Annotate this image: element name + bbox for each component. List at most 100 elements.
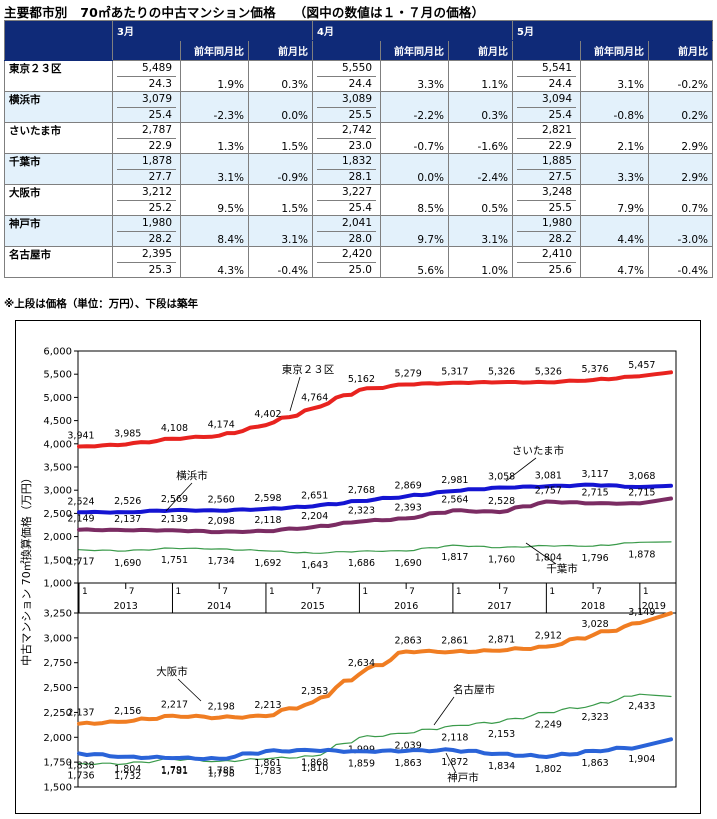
data-label: 1,810 <box>301 763 328 774</box>
data-label: 2,249 <box>535 720 562 731</box>
mom-value: 3.1% <box>248 215 313 247</box>
data-label: 4,402 <box>254 409 281 420</box>
price-age-cell: 1,878 27.7 <box>112 153 181 185</box>
series-line <box>78 541 672 554</box>
age-value: 25.5 <box>348 108 372 121</box>
price-age-cell: 3,089 25.5 <box>312 91 381 123</box>
price-value: 3,248 <box>517 185 576 201</box>
yoy-value: 8.5% <box>380 184 449 216</box>
age-value: 24.4 <box>348 77 372 90</box>
yoy-value: 5.6% <box>380 246 449 278</box>
data-label: 2,198 <box>208 702 235 713</box>
x-tick-label: 7 <box>409 587 415 597</box>
price-value: 2,787 <box>117 123 176 139</box>
price-age-cell: 2,787 22.9 <box>112 122 181 154</box>
price-value: 3,089 <box>317 92 376 108</box>
page-title: 主要都市別 70㎡あたりの中古マンション価格 （図中の数値は１・７月の価格） <box>4 2 484 21</box>
x-year-label: 2013 <box>114 601 138 612</box>
data-label: 1,692 <box>254 558 281 569</box>
city-name: さいたま市 <box>4 122 113 154</box>
mom-value: 0.3% <box>248 60 313 92</box>
data-label: 2,039 <box>395 740 422 751</box>
data-label: 2,217 <box>161 700 188 711</box>
yoy-value: 1.3% <box>180 122 249 154</box>
data-label: 1,751 <box>161 555 188 566</box>
data-label: 2,433 <box>628 701 655 712</box>
price-value: 1,980 <box>117 216 176 232</box>
data-label: 1,817 <box>441 552 468 563</box>
data-label: 2,863 <box>395 635 422 646</box>
price-age-cell: 3,212 25.2 <box>112 184 181 216</box>
age-value: 25.4 <box>548 108 572 121</box>
data-label: 1,760 <box>488 555 515 566</box>
yoy-value: 8.4% <box>180 215 249 247</box>
data-label: 2,560 <box>208 495 235 506</box>
yoy-value: 4.3% <box>180 246 249 278</box>
table-row: 千葉市 1,878 27.7 3.1% -0.9% 1,832 28.1 0.0% -2.4% 1… <box>4 153 713 185</box>
yoy-header: 前年同月比 <box>580 40 649 61</box>
series-name-label: 大阪市 <box>156 665 188 678</box>
data-label: 2,156 <box>114 706 141 717</box>
x-tick-label: 1 <box>82 587 88 597</box>
age-value: 25.3 <box>148 263 172 276</box>
series-name-label: 神戸市 <box>447 771 479 784</box>
city-name: 横浜市 <box>4 91 113 123</box>
city-name: 大阪市 <box>4 184 113 216</box>
data-label: 5,457 <box>628 360 655 371</box>
price-value: 5,550 <box>317 61 376 77</box>
series-name-label: さいたま市 <box>512 444 564 457</box>
data-label: 2,153 <box>488 729 515 740</box>
leader-line <box>525 542 557 565</box>
price-value: 2,821 <box>517 123 576 139</box>
data-label: 3,081 <box>535 470 562 481</box>
title-main: 主要都市別 70㎡あたりの中古マンション価格 <box>4 5 276 20</box>
data-label: 5,326 <box>535 366 562 377</box>
data-label: 2,634 <box>348 658 375 669</box>
price-table: 3月 4月 5月 前年同月比 前月比 前年同月比 前月比 前年同月比 前月比 東… <box>4 20 713 278</box>
price-age-cell: 3,094 25.4 <box>512 91 581 123</box>
mom-value: -0.9% <box>248 153 313 185</box>
table-row: 大阪市 3,212 25.2 9.5% 1.5% 3,227 25.4 8.5% 0.5% 3,2… <box>4 184 713 216</box>
y-tick-label: 4,500 <box>43 416 72 427</box>
price-value: 3,079 <box>117 92 176 108</box>
price-value: 1,832 <box>317 154 376 170</box>
data-label: 2,213 <box>254 700 281 711</box>
series-name-label: 千葉市 <box>546 562 578 575</box>
month-header: 5月 <box>512 20 713 41</box>
data-label: 2,871 <box>488 635 515 646</box>
age-value: 24.3 <box>148 77 172 90</box>
data-label: 2,768 <box>348 485 375 496</box>
mom-value: 3.1% <box>448 215 513 247</box>
price-value: 2,742 <box>317 123 376 139</box>
age-value: 28.2 <box>148 232 172 245</box>
x-year-label: 2017 <box>488 601 512 612</box>
price-value: 1,885 <box>517 154 576 170</box>
data-label: 2,323 <box>582 712 609 723</box>
mom-value: 1.5% <box>248 184 313 216</box>
price-value: 3,212 <box>117 185 176 201</box>
x-tick-label: 7 <box>316 587 322 597</box>
data-label: 5,279 <box>395 368 422 379</box>
y-tick-label: 1,000 <box>43 579 72 590</box>
data-label: 2,118 <box>441 733 468 744</box>
data-label: 5,326 <box>488 366 515 377</box>
table-row: さいたま市 2,787 22.9 1.3% 1.5% 2,742 23.0 -0.7% -1.6… <box>4 122 713 154</box>
age-value: 25.0 <box>348 263 372 276</box>
data-label: 4,108 <box>161 423 188 434</box>
city-name: 東京２３区 <box>4 60 113 92</box>
x-year-label: 2018 <box>581 601 605 612</box>
data-label: 3,149 <box>628 607 655 618</box>
table-row: 東京２３区 5,489 24.3 1.9% 0.3% 5,550 24.4 3.3% 1.1% 5… <box>4 60 713 92</box>
mom-header: 前月比 <box>648 40 713 61</box>
x-tick-label: 7 <box>129 587 135 597</box>
mom-value: -0.4% <box>248 246 313 278</box>
price-value: 5,489 <box>117 61 176 77</box>
y-tick-label: 5,500 <box>43 370 72 381</box>
y-tick-label: 2,250 <box>43 708 72 719</box>
data-label: 2,715 <box>628 487 655 498</box>
yoy-header: 前年同月比 <box>380 40 449 61</box>
data-label: 2,715 <box>582 487 609 498</box>
month-header: 3月 <box>112 20 313 41</box>
data-label: 1,785 <box>208 766 235 777</box>
mom-value: 0.0% <box>248 91 313 123</box>
